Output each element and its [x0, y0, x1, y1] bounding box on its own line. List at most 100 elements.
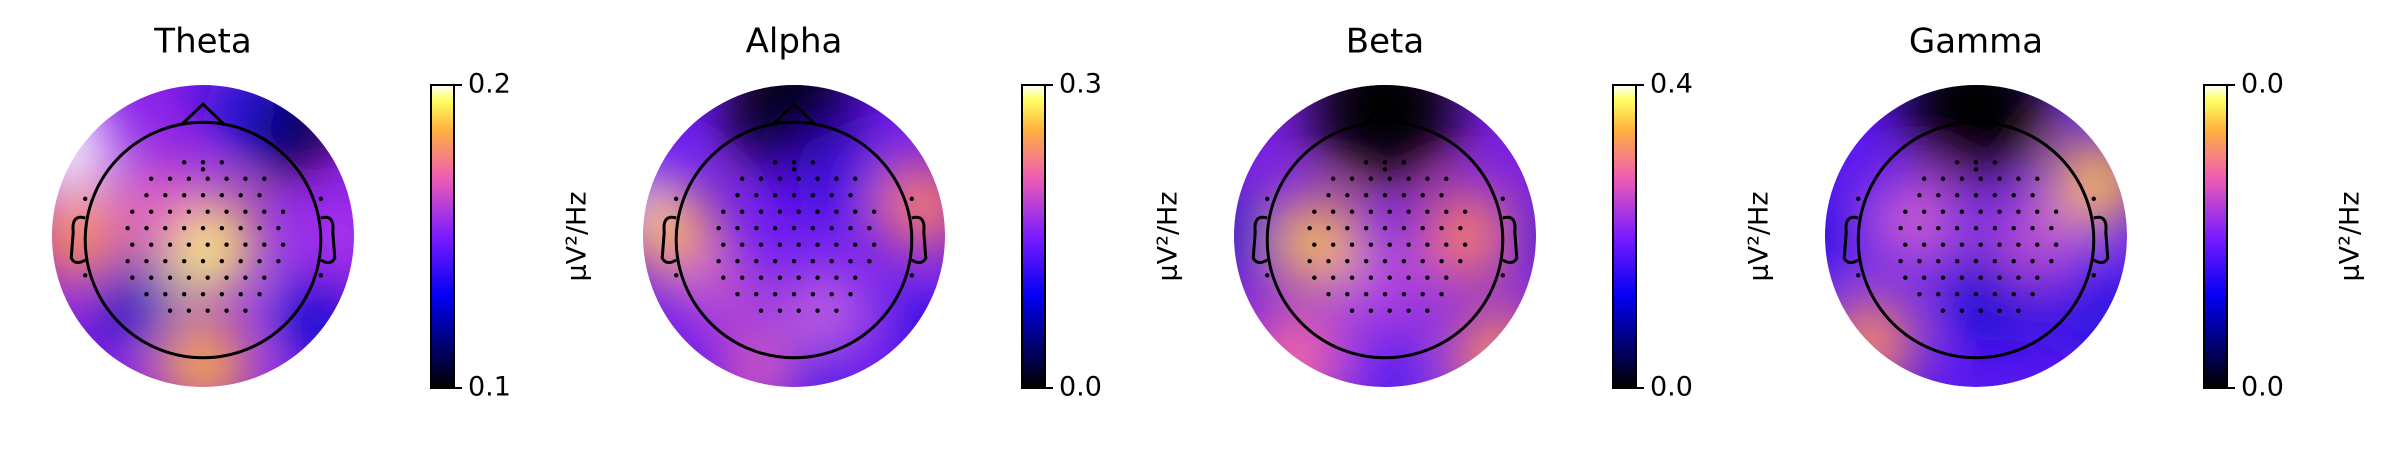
- sensor: [1368, 209, 1374, 214]
- sensor: [1992, 193, 1998, 198]
- sensor: [1903, 242, 1908, 247]
- sensor: [318, 196, 323, 201]
- sensor: [1425, 176, 1430, 181]
- topomap-blobs: [643, 85, 945, 387]
- sensor: [1312, 242, 1317, 247]
- sensor: [1973, 226, 1979, 231]
- sensor: [1363, 259, 1369, 264]
- sensor: [125, 226, 130, 231]
- sensor: [1401, 160, 1407, 165]
- sensor: [1444, 209, 1449, 214]
- sensor: [83, 273, 88, 278]
- topomap-blob: [2051, 266, 2127, 357]
- sensor: [739, 275, 745, 280]
- sensor: [1326, 291, 1331, 297]
- sensor: [909, 273, 914, 278]
- sensor: [1978, 275, 1983, 280]
- sensor: [1903, 275, 1908, 280]
- sensor: [1330, 209, 1336, 214]
- sensor: [1349, 209, 1355, 214]
- sensor: [1936, 259, 1941, 264]
- sensor: [739, 209, 745, 214]
- sensor: [815, 176, 820, 181]
- sensor: [144, 226, 149, 231]
- topomap-blob: [1339, 243, 1431, 335]
- topomap-panel: Theta 0.1 0.2 µV²/Hz: [52, 22, 593, 403]
- sensor: [1921, 275, 1927, 280]
- sensor: [224, 209, 229, 214]
- topomap-image: [643, 85, 945, 387]
- sensor: [224, 176, 229, 181]
- sensor: [2035, 176, 2040, 181]
- sensor: [2030, 193, 2035, 198]
- sensor: [777, 209, 783, 214]
- sensor: [1406, 176, 1411, 181]
- sensor: [1387, 308, 1392, 313]
- sensor: [1973, 259, 1979, 264]
- sensor: [1462, 242, 1468, 247]
- sensor: [1992, 259, 1998, 264]
- head-outline: [1265, 120, 1505, 360]
- sensor: [1458, 226, 1463, 231]
- sensor: [1420, 193, 1425, 198]
- sensor: [262, 275, 267, 280]
- sensor: [186, 176, 192, 181]
- sensor: [829, 226, 834, 231]
- sensor: [834, 176, 839, 181]
- sensor: [735, 226, 740, 231]
- sensor: [810, 226, 816, 231]
- sensor: [200, 226, 206, 231]
- sensor: [243, 308, 248, 313]
- sensor: [848, 259, 853, 264]
- sensor: [2011, 226, 2016, 231]
- sensor: [1382, 193, 1388, 198]
- colorbar-tick-label: 0.3: [1059, 69, 1102, 100]
- sensor: [1363, 291, 1369, 297]
- sensor: [758, 242, 764, 247]
- sensor: [772, 291, 778, 297]
- sensor: [1420, 226, 1425, 231]
- sensor: [1992, 291, 1998, 297]
- sensor: [144, 259, 149, 264]
- sensor: [791, 160, 797, 165]
- topomap-blob: [673, 243, 764, 335]
- sensor: [318, 273, 323, 278]
- sensor: [1997, 209, 2002, 214]
- colorbar-tick-label: 0.4: [1650, 69, 1693, 100]
- topomap-panel: Gamma 0.0 0.0 µV²/Hz: [1825, 22, 2366, 403]
- sensor: [2011, 291, 2016, 297]
- sensor: [791, 226, 797, 231]
- sensor: [1406, 275, 1411, 280]
- nose: [179, 102, 227, 127]
- sensor: [224, 275, 229, 280]
- topomap-blob: [1271, 198, 1363, 289]
- sensor: [1387, 242, 1392, 247]
- sensor: [848, 193, 853, 198]
- sensor: [224, 242, 229, 247]
- sensor: [1917, 259, 1922, 264]
- sensor: [1345, 226, 1350, 231]
- sensor: [815, 242, 820, 247]
- sensor: [810, 160, 816, 165]
- sensor: [2035, 209, 2040, 214]
- sensor: [238, 291, 243, 297]
- colorbar-tick-label: 0.0: [2241, 372, 2284, 403]
- sensor: [735, 291, 740, 297]
- ear: [911, 215, 928, 265]
- sensor: [1954, 160, 1960, 165]
- sensor: [1326, 193, 1331, 198]
- sensor: [200, 160, 206, 165]
- sensor: [1959, 176, 1965, 181]
- sensor: [810, 259, 816, 264]
- sensor: [1856, 273, 1861, 278]
- sensor: [2053, 242, 2059, 247]
- sensor: [243, 209, 248, 214]
- sensor: [1425, 275, 1430, 280]
- sensor: [829, 193, 834, 198]
- sensor: [1330, 176, 1336, 181]
- sensor: [2030, 226, 2035, 231]
- sensor: [1954, 226, 1960, 231]
- sensor: [181, 259, 187, 264]
- sensor: [1978, 308, 1983, 313]
- sensor: [257, 226, 262, 231]
